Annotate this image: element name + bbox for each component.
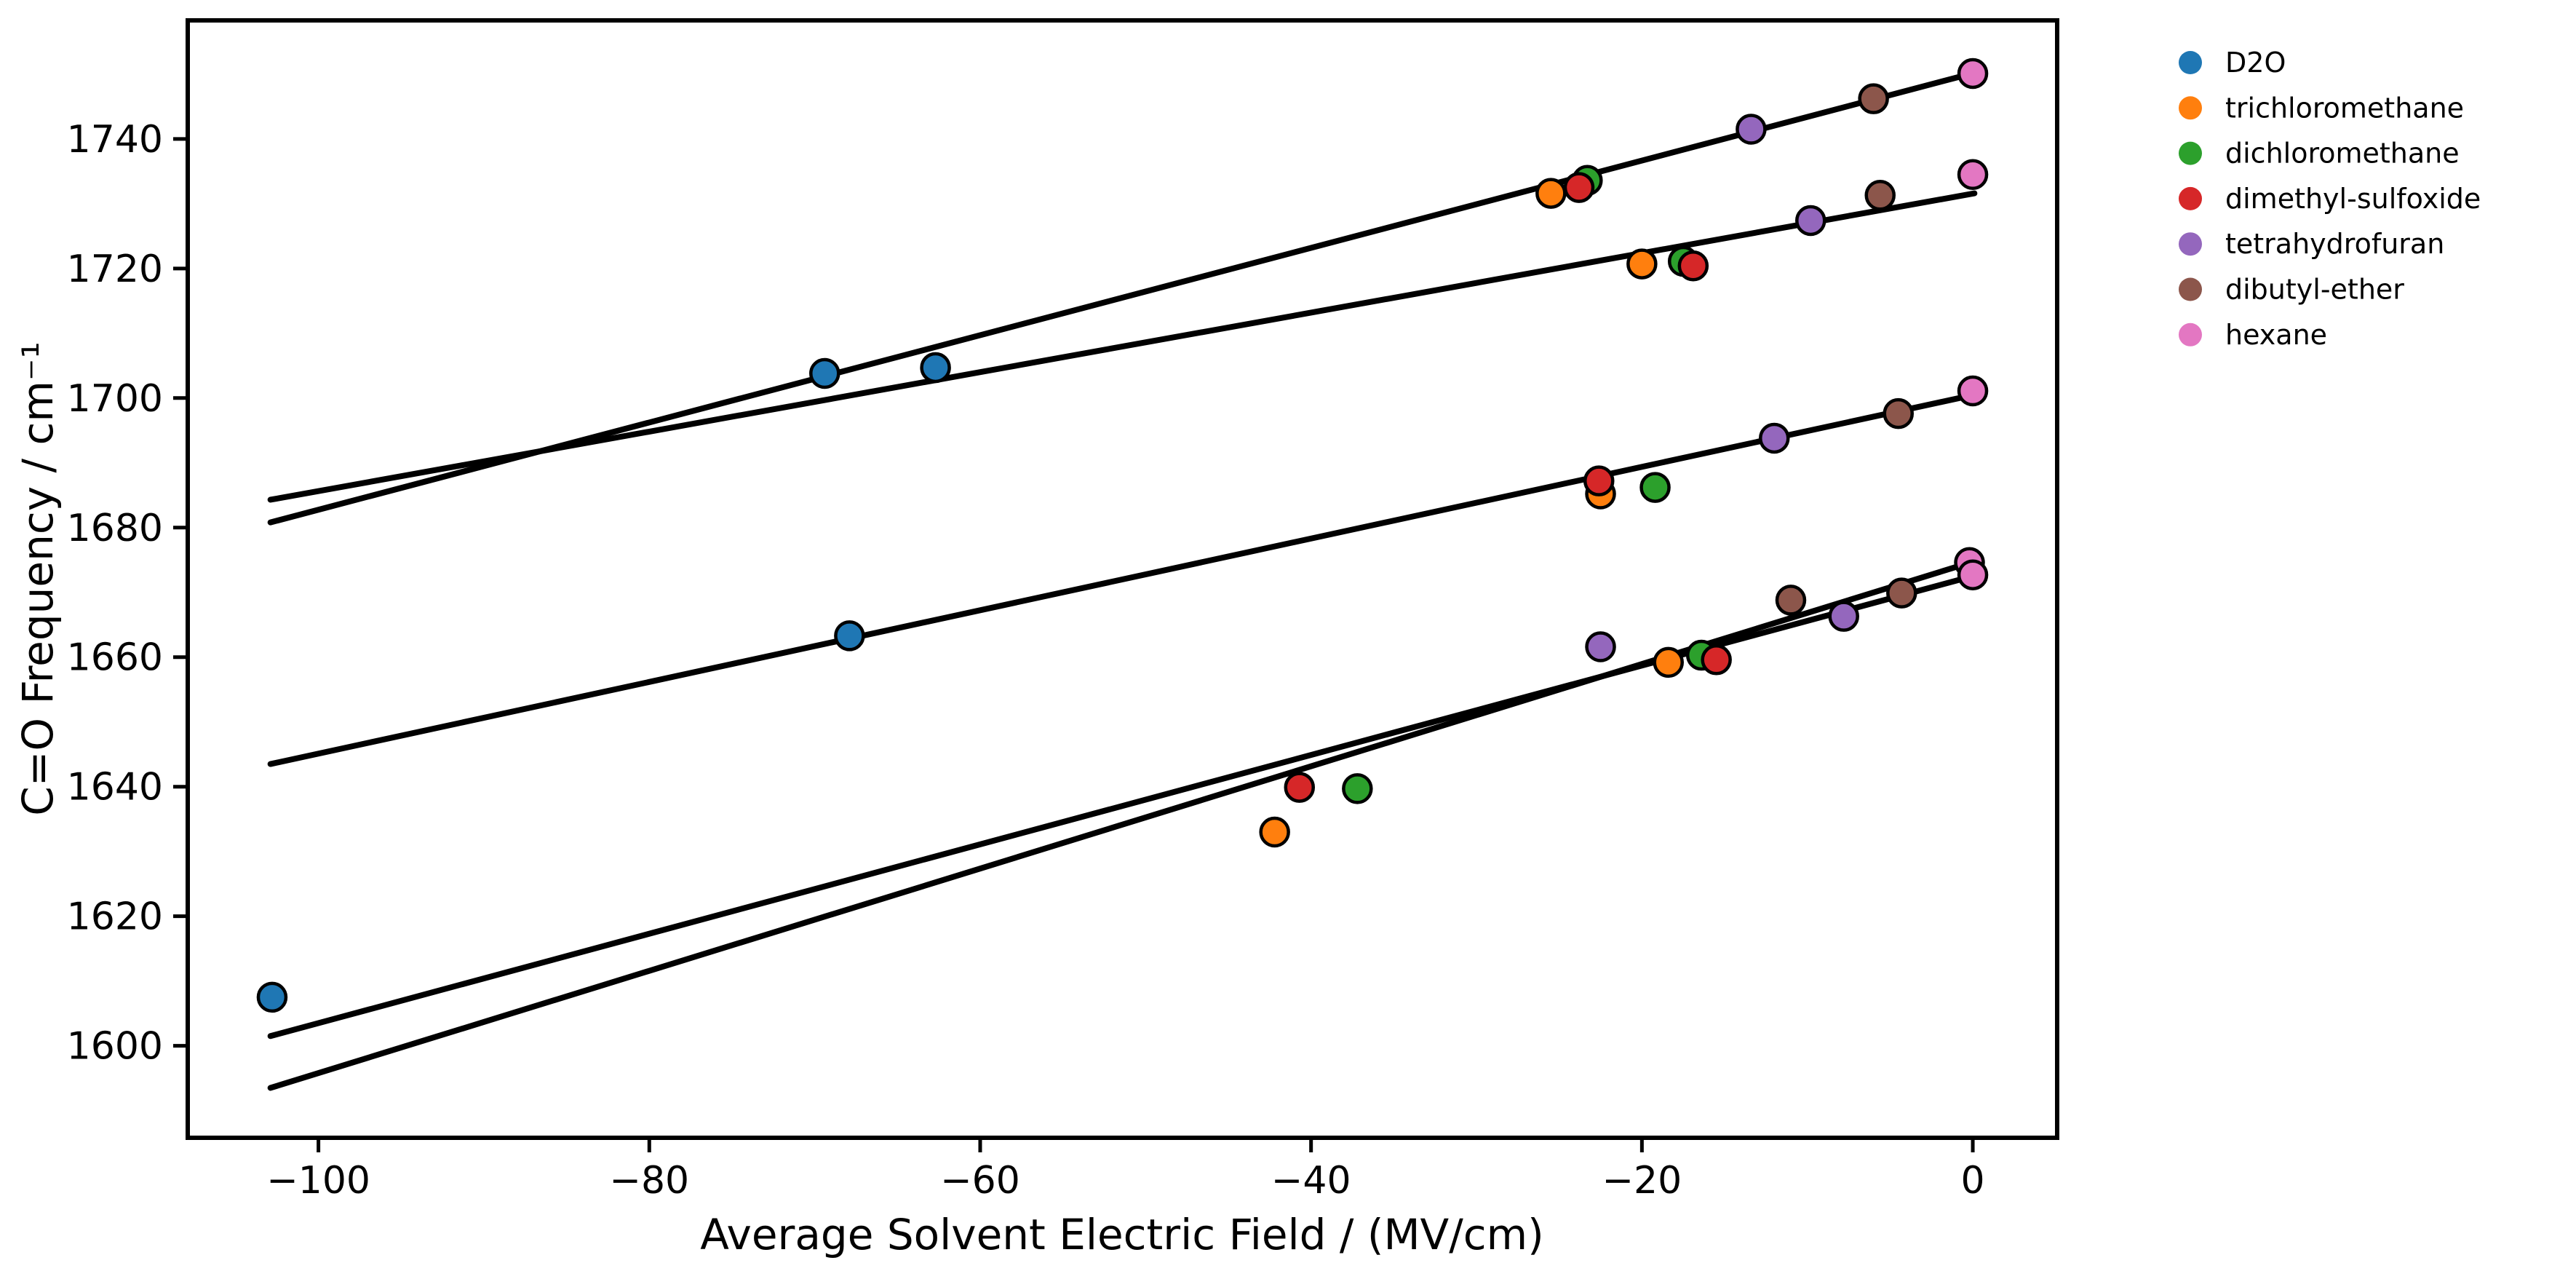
x-tick-label: 0 [1961, 1159, 1985, 1203]
legend-label: tetrahydrofuran [2225, 228, 2444, 260]
legend-label: hexane [2225, 319, 2327, 351]
legend-label: dibutyl-ether [2225, 274, 2404, 306]
legend-marker-dichloromethane [2179, 141, 2202, 165]
legend-marker-hexane [2179, 322, 2202, 347]
x-tick-label: −80 [609, 1159, 689, 1203]
legend-marker-dibutyl-ether [2179, 277, 2202, 301]
data-point-tetrahydrofuran [1736, 114, 1767, 145]
legend: D2O trichloromethane dichloromethane dimeth… [2179, 47, 2481, 351]
data-point-dimethyl-sulfoxide [1563, 172, 1595, 203]
data-point-tetrahydrofuran [1758, 422, 1790, 454]
legend-item-dimethyl-sulfoxide: dimethyl-sulfoxide [2179, 183, 2481, 215]
data-point-D2O [256, 981, 288, 1013]
legend-item-dichloromethane: dichloromethane [2179, 138, 2460, 170]
data-point-hexane [1957, 58, 1989, 90]
legend-label: D2O [2225, 47, 2286, 79]
data-point-trichloromethane [1653, 646, 1684, 678]
data-point-trichloromethane [1259, 816, 1290, 848]
legend-label: dichloromethane [2225, 138, 2460, 170]
data-point-D2O [834, 620, 865, 652]
y-tick-label: 1700 [67, 377, 163, 421]
legend-marker-D2O [2179, 51, 2202, 74]
legend-item-dibutyl-ether: dibutyl-ether [2179, 274, 2404, 306]
y-axis-label: C=O Frequency / cm⁻¹ [13, 341, 63, 815]
data-point-tetrahydrofuran [1828, 601, 1859, 632]
y-tick-label: 1640 [67, 766, 163, 809]
x-tick-label: −100 [266, 1159, 370, 1203]
legend-label: dimethyl-sulfoxide [2225, 183, 2481, 215]
legend-marker-dimethyl-sulfoxide [2179, 186, 2202, 210]
data-point-dimethyl-sulfoxide [1677, 250, 1709, 282]
data-point-dibutyl-ether [1775, 585, 1807, 616]
x-tick-label: −60 [940, 1159, 1020, 1203]
x-tick-label: −20 [1602, 1159, 1682, 1203]
data-point-dichloromethane [1342, 773, 1373, 804]
x-tick-label: −40 [1271, 1159, 1351, 1203]
data-point-dibutyl-ether [1883, 397, 1914, 429]
fit-line-2 [267, 392, 1978, 767]
data-point-D2O [920, 352, 951, 384]
data-point-tetrahydrofuran [1585, 631, 1616, 662]
legend-item-tetrahydrofuran: tetrahydrofuran [2179, 228, 2444, 260]
legend-item-trichloromethane: trichloromethane [2179, 92, 2464, 124]
plot-frame [186, 18, 2059, 1140]
data-point-dibutyl-ether [1858, 83, 1889, 114]
legend-item-D2O: D2O [2179, 47, 2286, 79]
data-point-hexane [1957, 375, 1989, 407]
legend-item-hexane: hexane [2179, 319, 2327, 351]
data-point-hexane [1957, 159, 1989, 191]
y-tick-label: 1660 [67, 636, 163, 680]
data-point-dimethyl-sulfoxide [1583, 465, 1615, 496]
fit-line-1 [267, 190, 1978, 503]
data-point-dimethyl-sulfoxide [1701, 644, 1732, 676]
data-point-D2O [809, 357, 840, 389]
x-axis-label: Average Solvent Electric Field / (MV/cm) [700, 1210, 1544, 1259]
y-tick-label: 1620 [67, 895, 163, 939]
data-point-dibutyl-ether [1864, 180, 1896, 211]
data-point-dichloromethane [1639, 472, 1671, 503]
data-point-dibutyl-ether [1886, 577, 1917, 609]
legend-marker-tetrahydrofuran [2179, 232, 2202, 256]
y-tick-label: 1720 [67, 248, 163, 291]
data-point-trichloromethane [1626, 248, 1658, 280]
y-tick-label: 1600 [67, 1025, 163, 1069]
data-point-hexane [1957, 559, 1989, 590]
legend-label: trichloromethane [2225, 92, 2464, 124]
y-tick-label: 1740 [67, 118, 163, 162]
data-point-tetrahydrofuran [1795, 205, 1826, 237]
legend-marker-trichloromethane [2179, 96, 2202, 120]
data-point-dimethyl-sulfoxide [1284, 772, 1316, 803]
y-tick-label: 1680 [67, 507, 163, 550]
